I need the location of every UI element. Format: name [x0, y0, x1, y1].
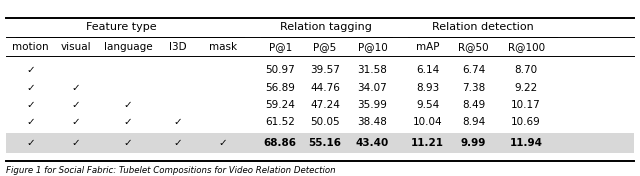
Text: 6.74: 6.74: [462, 65, 485, 75]
Text: ✓: ✓: [71, 117, 80, 127]
Text: 8.49: 8.49: [462, 100, 485, 110]
Text: 11.94: 11.94: [509, 138, 543, 147]
Text: 61.52: 61.52: [266, 117, 295, 127]
Text: 8.70: 8.70: [515, 65, 538, 75]
Text: 10.69: 10.69: [511, 117, 541, 127]
Text: 50.97: 50.97: [266, 65, 295, 75]
Text: 39.57: 39.57: [310, 65, 340, 75]
Text: 38.48: 38.48: [358, 117, 387, 127]
Text: 55.16: 55.16: [308, 138, 342, 147]
Text: 50.05: 50.05: [310, 117, 340, 127]
Text: 44.76: 44.76: [310, 83, 340, 93]
Text: P@1: P@1: [269, 42, 292, 52]
Text: 47.24: 47.24: [310, 100, 340, 110]
Text: motion: motion: [12, 42, 49, 52]
Text: ✓: ✓: [124, 117, 132, 127]
Text: Feature type: Feature type: [86, 22, 157, 32]
Text: mask: mask: [209, 42, 237, 52]
Text: 7.38: 7.38: [462, 83, 485, 93]
Text: Relation detection: Relation detection: [432, 22, 533, 32]
Text: 31.58: 31.58: [358, 65, 387, 75]
Text: language: language: [104, 42, 152, 52]
Text: Relation tagging: Relation tagging: [280, 22, 372, 32]
Text: 59.24: 59.24: [266, 100, 295, 110]
Text: ✓: ✓: [26, 117, 35, 127]
Text: I3D: I3D: [169, 42, 187, 52]
Text: ✓: ✓: [26, 65, 35, 75]
Text: Figure 1 for Social Fabric: Tubelet Compositions for Video Relation Detection: Figure 1 for Social Fabric: Tubelet Comp…: [6, 166, 336, 175]
Text: ✓: ✓: [124, 138, 132, 147]
Text: ✓: ✓: [71, 83, 80, 93]
Text: 8.93: 8.93: [416, 83, 439, 93]
Text: ✓: ✓: [218, 138, 227, 147]
Text: 9.22: 9.22: [515, 83, 538, 93]
Text: mAP: mAP: [416, 42, 439, 52]
Text: 35.99: 35.99: [358, 100, 387, 110]
Text: ✓: ✓: [71, 100, 80, 110]
Text: ✓: ✓: [173, 117, 182, 127]
Text: ✓: ✓: [124, 100, 132, 110]
Text: R@100: R@100: [508, 42, 545, 52]
Text: 56.89: 56.89: [266, 83, 295, 93]
Text: ✓: ✓: [26, 83, 35, 93]
Text: 10.17: 10.17: [511, 100, 541, 110]
Text: 34.07: 34.07: [358, 83, 387, 93]
Text: 9.54: 9.54: [416, 100, 439, 110]
Text: 10.04: 10.04: [413, 117, 442, 127]
FancyBboxPatch shape: [6, 133, 634, 153]
Text: 68.86: 68.86: [264, 138, 297, 147]
Text: ✓: ✓: [26, 100, 35, 110]
Text: 9.99: 9.99: [461, 138, 486, 147]
Text: ✓: ✓: [173, 138, 182, 147]
Text: ✓: ✓: [71, 138, 80, 147]
Text: P@5: P@5: [314, 42, 337, 52]
Text: 6.14: 6.14: [416, 65, 439, 75]
Text: 11.21: 11.21: [411, 138, 444, 147]
Text: visual: visual: [60, 42, 91, 52]
Text: ✓: ✓: [26, 138, 35, 147]
Text: P@10: P@10: [358, 42, 387, 52]
Text: 8.94: 8.94: [462, 117, 485, 127]
Text: R@50: R@50: [458, 42, 489, 52]
Text: 43.40: 43.40: [356, 138, 389, 147]
